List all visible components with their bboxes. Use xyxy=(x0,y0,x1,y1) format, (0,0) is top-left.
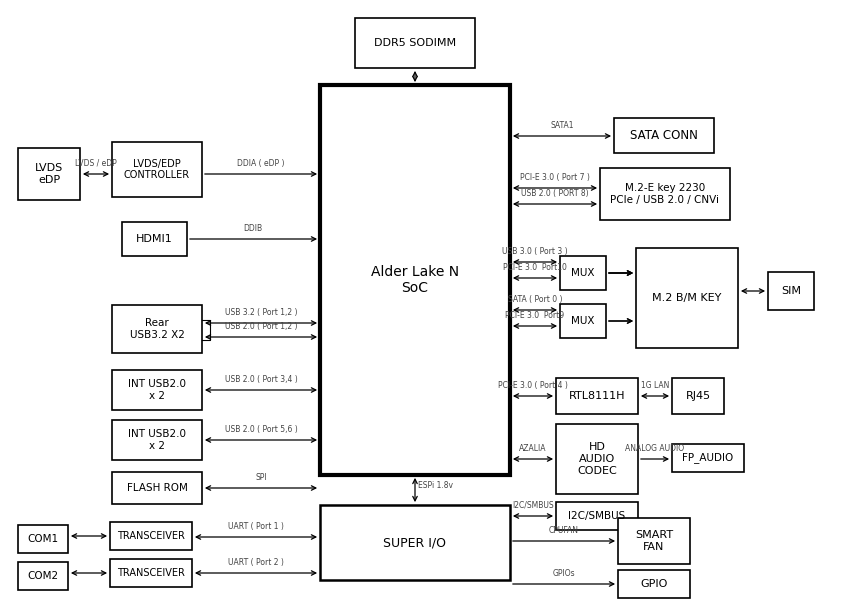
Text: HDMI1: HDMI1 xyxy=(136,234,173,244)
Bar xyxy=(672,378,724,414)
Text: SIM: SIM xyxy=(781,286,801,296)
Bar xyxy=(320,505,510,580)
Bar xyxy=(556,424,638,494)
Bar xyxy=(112,305,202,353)
Text: MUX: MUX xyxy=(571,268,595,278)
Text: M.2 B/M KEY: M.2 B/M KEY xyxy=(652,293,722,303)
Bar xyxy=(112,370,202,410)
Text: SATA CONN: SATA CONN xyxy=(630,129,698,142)
Text: TRANSCEIVER: TRANSCEIVER xyxy=(117,531,185,541)
Text: GPIO: GPIO xyxy=(640,579,668,589)
Bar xyxy=(110,559,192,587)
Text: AZALIA: AZALIA xyxy=(519,444,547,453)
Text: INT USB2.0
x 2: INT USB2.0 x 2 xyxy=(128,379,186,401)
Text: M.2-E key 2230
PCIe / USB 2.0 / CNVi: M.2-E key 2230 PCIe / USB 2.0 / CNVi xyxy=(610,183,719,205)
Text: LVDS / eDP: LVDS / eDP xyxy=(75,159,116,168)
Bar xyxy=(560,304,606,338)
Text: LVDS
eDP: LVDS eDP xyxy=(35,163,63,185)
Text: SPI: SPI xyxy=(255,473,267,482)
Text: I2C/SMBUS: I2C/SMBUS xyxy=(513,501,554,510)
Bar xyxy=(18,148,80,200)
Text: Alder Lake N
SoC: Alder Lake N SoC xyxy=(371,265,459,295)
Text: USB 3.2 ( Port 1,2 ): USB 3.2 ( Port 1,2 ) xyxy=(224,308,298,317)
Text: PCI-E 3.0  Port9: PCI-E 3.0 Port9 xyxy=(506,311,564,320)
Text: DDIA ( eDP ): DDIA ( eDP ) xyxy=(237,159,285,168)
Bar xyxy=(672,444,744,472)
Text: USB 2.0 ( PORT 8): USB 2.0 ( PORT 8) xyxy=(521,189,589,198)
Bar xyxy=(112,142,202,197)
Text: SUPER I/O: SUPER I/O xyxy=(383,536,446,549)
Text: CPUFAN: CPUFAN xyxy=(549,526,579,535)
Bar xyxy=(320,85,510,475)
Text: SATA1: SATA1 xyxy=(550,121,574,130)
Text: HD
AUDIO
CODEC: HD AUDIO CODEC xyxy=(577,443,617,476)
Text: PCI-E 3.0 ( Port 4 ): PCI-E 3.0 ( Port 4 ) xyxy=(498,381,568,390)
Text: ANALOG AUDIO: ANALOG AUDIO xyxy=(626,444,684,453)
Bar xyxy=(560,256,606,290)
Bar xyxy=(355,18,475,68)
Text: RJ45: RJ45 xyxy=(685,391,711,401)
Text: I2C/SMBUS: I2C/SMBUS xyxy=(569,511,626,521)
Text: LVDS/EDP
CONTROLLER: LVDS/EDP CONTROLLER xyxy=(124,158,190,180)
Text: SMART
FAN: SMART FAN xyxy=(635,530,673,552)
Bar xyxy=(112,420,202,460)
Bar xyxy=(618,518,690,564)
Text: DDR5 SODIMM: DDR5 SODIMM xyxy=(374,38,456,48)
Text: MUX: MUX xyxy=(571,316,595,326)
Bar xyxy=(618,570,690,598)
Text: RTL8111H: RTL8111H xyxy=(569,391,626,401)
Text: USB 3.0 ( Port 3 ): USB 3.0 ( Port 3 ) xyxy=(502,247,568,256)
Text: SATA ( Port 0 ): SATA ( Port 0 ) xyxy=(507,295,562,304)
Text: UART ( Port 2 ): UART ( Port 2 ) xyxy=(228,558,284,567)
Text: USB 2.0 ( Port 1,2 ): USB 2.0 ( Port 1,2 ) xyxy=(224,322,298,331)
Text: Rear
USB3.2 X2: Rear USB3.2 X2 xyxy=(129,318,184,340)
Text: PCI-E 3.0  Port10: PCI-E 3.0 Port10 xyxy=(503,263,567,272)
Text: ESPi 1.8v: ESPi 1.8v xyxy=(418,481,453,490)
Text: USB 2.0 ( Port 5,6 ): USB 2.0 ( Port 5,6 ) xyxy=(224,425,298,434)
Text: GPIOs: GPIOs xyxy=(552,569,575,578)
Text: USB 2.0 ( Port 3,4 ): USB 2.0 ( Port 3,4 ) xyxy=(224,375,298,384)
Text: DDIB: DDIB xyxy=(243,224,263,233)
Text: COM2: COM2 xyxy=(27,571,59,581)
Bar xyxy=(556,378,638,414)
Bar xyxy=(18,525,68,553)
Text: FLASH ROM: FLASH ROM xyxy=(127,483,188,493)
Bar xyxy=(112,472,202,504)
Text: 1G LAN: 1G LAN xyxy=(641,381,669,390)
Text: COM1: COM1 xyxy=(27,534,59,544)
Bar xyxy=(556,502,638,530)
Bar xyxy=(110,522,192,550)
Bar xyxy=(600,168,730,220)
Bar xyxy=(18,562,68,590)
Bar xyxy=(636,248,738,348)
Text: UART ( Port 1 ): UART ( Port 1 ) xyxy=(228,522,284,531)
Text: PCI-E 3.0 ( Port 7 ): PCI-E 3.0 ( Port 7 ) xyxy=(520,173,590,182)
Text: TRANSCEIVER: TRANSCEIVER xyxy=(117,568,185,578)
Text: FP_AUDIO: FP_AUDIO xyxy=(683,453,734,464)
Bar xyxy=(614,118,714,153)
Text: INT USB2.0
x 2: INT USB2.0 x 2 xyxy=(128,429,186,451)
Bar xyxy=(122,222,187,256)
Bar xyxy=(768,272,814,310)
